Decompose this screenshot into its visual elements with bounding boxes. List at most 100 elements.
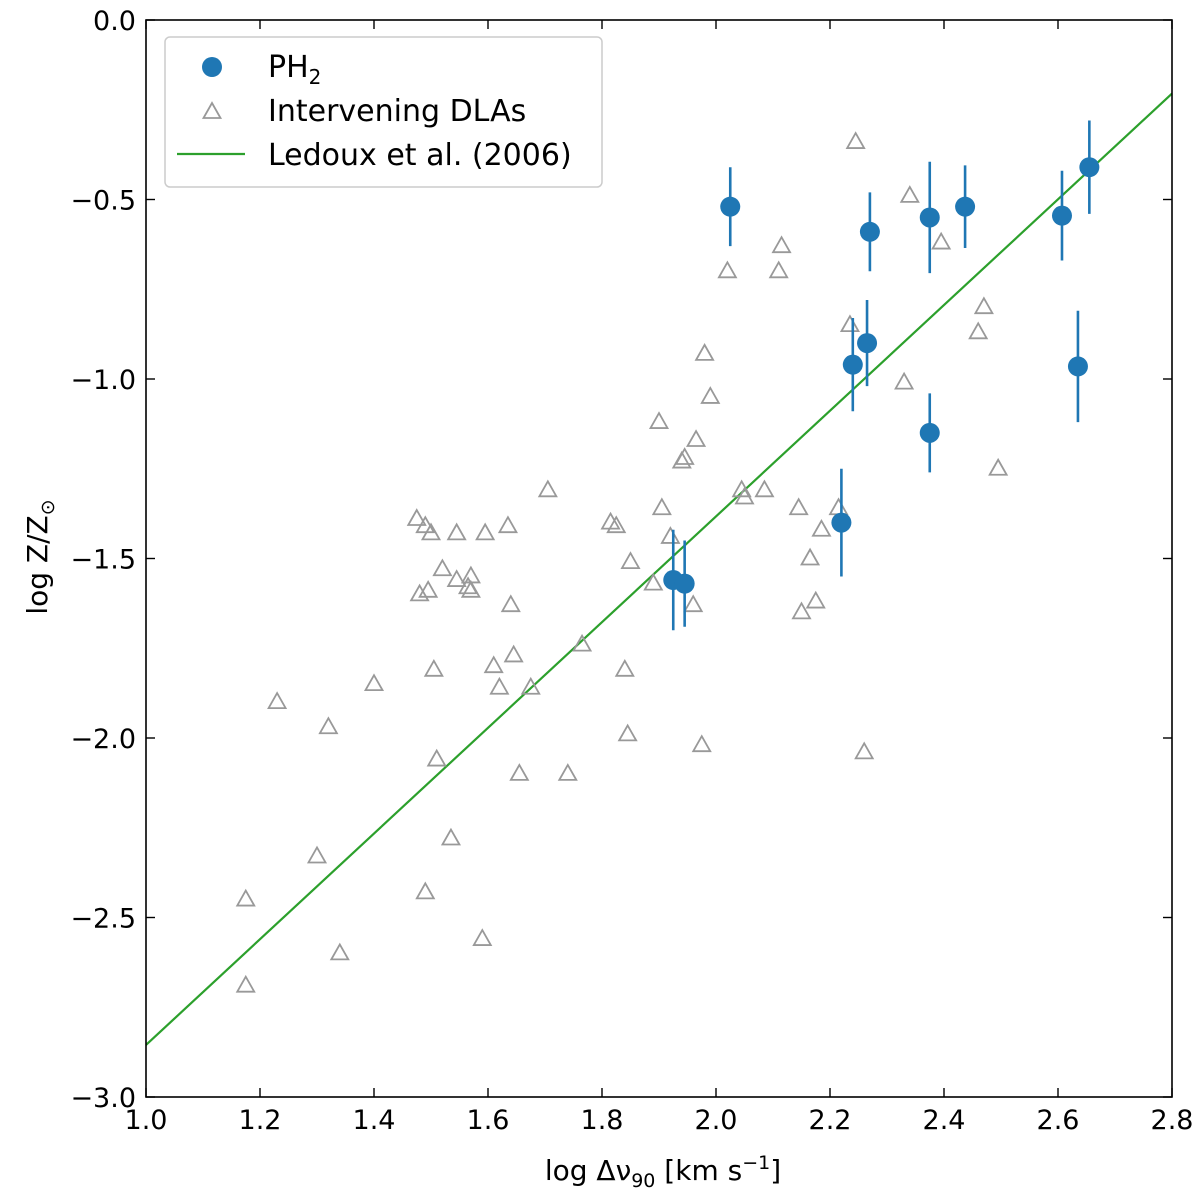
dla-point [691,734,712,753]
dla-point [500,594,521,613]
x-axis-label-unit-close: ] [770,1154,781,1187]
x-tick-label: 2.0 [695,1105,738,1136]
dla-point [557,763,578,781]
dla-point [503,644,524,663]
dla-point [791,601,812,620]
dla-point [432,558,453,577]
dla-point [423,658,444,677]
dla-point [406,508,427,526]
dla-point [854,741,875,760]
legend-dla-label: Intervening DLAs [268,94,526,129]
dla-point [717,260,738,279]
dla-point [811,518,832,537]
y-tick-label: −1.0 [70,365,136,396]
y-tick-label: −3.0 [70,1083,136,1114]
dla-point [731,479,752,498]
dla-point [988,457,1009,476]
legend-box [164,36,603,188]
x-axis-label: log Δν90 [km s−1] [545,1152,781,1192]
x-tick-label: 2.2 [809,1105,852,1136]
legend-ledoux-label: Ledoux et al. (2006) [268,138,572,173]
dla-point [606,515,627,534]
legend-ph2-label-main: PH [268,50,309,85]
y-tick-label: −2.0 [70,724,136,755]
ph2-point [1067,356,1088,377]
dla-point [788,497,809,516]
dla-point [509,763,530,781]
legend-ph2-label: PH2 [268,50,321,89]
dla-point [734,486,755,505]
dla-point [235,888,256,907]
legend-ph2-marker [202,57,222,77]
dla-point [415,881,436,900]
ph2-points [663,120,1100,631]
dla-point [617,723,638,742]
dla-point [968,321,989,340]
dla-point [446,569,467,587]
dla-point [648,411,670,429]
dla-point [537,479,558,498]
dla-point [475,522,496,541]
x-axis-label-sub: 90 [631,1170,655,1192]
dla-point [483,655,504,674]
ph2-point [842,354,863,375]
ph2-point [720,196,741,217]
fit-line-layer [145,92,1173,1046]
x-tick-label: 2.8 [1151,1105,1194,1136]
dla-point [520,676,541,695]
x-axis-label-main: log Δν [545,1154,631,1187]
dla-point [973,296,994,315]
dla-point [660,526,681,544]
y-axis-label-main: log Z/Z [21,515,54,614]
ph2-point [831,512,852,533]
dla-point [440,827,461,846]
dla-point [409,583,430,602]
x-axis-label-unit-open: [km s [655,1154,742,1187]
dla-point [489,676,510,695]
dla-point [674,447,695,465]
y-tick-label: 0.0 [93,6,136,37]
x-tick-label: 1.8 [581,1105,624,1136]
ph2-point [674,573,695,594]
dla-point [426,748,447,767]
x-tick-label: 1.2 [239,1105,282,1136]
dla-point [899,185,920,203]
dla-point [800,547,821,566]
y-tick-labels: 0.0 −0.5 −1.0 −1.5 −2.0 −2.5 −3.0 [70,6,136,1114]
dla-point [329,942,350,961]
x-tick-label: 1.6 [467,1105,510,1136]
x-tick-labels: 1.0 1.2 1.4 1.6 1.8 2.0 2.2 2.4 2.6 2.8 [125,1105,1194,1136]
dla-point [446,522,467,541]
dla-point [845,131,866,149]
dla-point [894,371,915,390]
y-tick-label: −0.5 [70,186,136,217]
dla-point [931,231,952,250]
dla-point [805,590,826,609]
dla-point [771,235,792,254]
ph2-point [1079,157,1100,178]
legend-dla-marker [201,101,223,119]
ledoux-fit-line [145,92,1173,1046]
legend: PH2 Intervening DLAs Ledoux et al. (2006… [164,36,603,188]
dla-point [694,343,715,361]
dla-point [306,845,328,864]
ph2-point [919,422,940,443]
dla-point [686,429,707,447]
dla-point [460,579,481,598]
dla-point [651,497,672,516]
ph2-point [1051,205,1072,226]
dla-point [700,386,721,404]
dla-point [828,497,849,516]
dla-point [643,572,664,591]
x-axis-label-unit-sup: −1 [742,1152,770,1174]
dla-point [620,551,641,569]
dla-point [235,974,256,993]
y-tick-label: −2.5 [70,904,136,935]
ph2-point [857,333,878,354]
dla-point [497,515,518,534]
dla-point [572,633,593,652]
y-axis-label-symbol: ⊙ [37,499,59,515]
x-tick-label: 1.4 [353,1105,396,1136]
dla-point [460,565,481,584]
